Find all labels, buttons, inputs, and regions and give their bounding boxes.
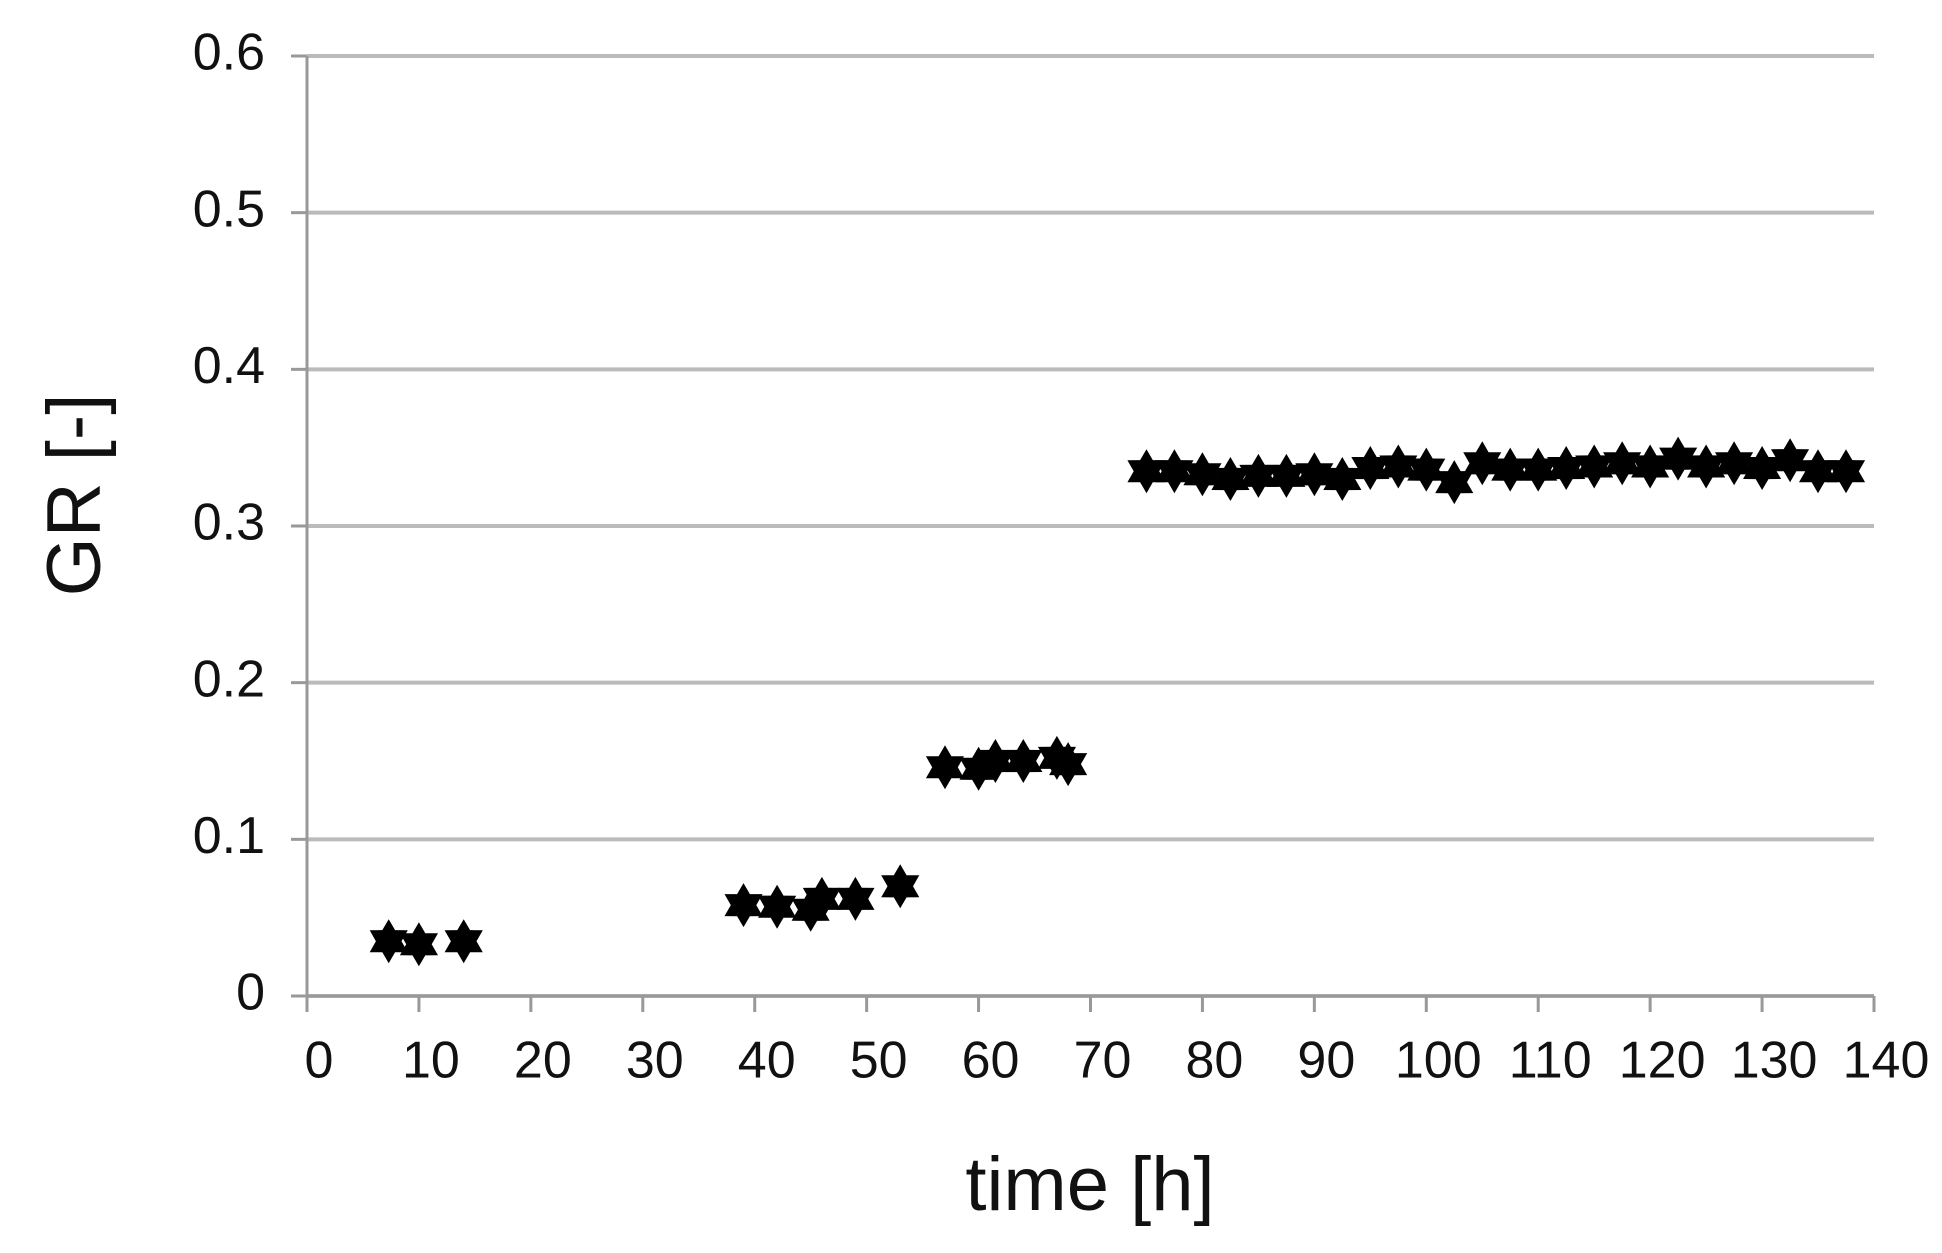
point	[444, 919, 483, 964]
y-tick-label: 0.2	[193, 650, 265, 708]
x-tick-label: 20	[514, 1032, 572, 1090]
point	[1463, 441, 1502, 486]
point	[836, 876, 875, 921]
point	[1827, 449, 1866, 494]
x-tick-label: 90	[1297, 1032, 1355, 1090]
y-tick-label: 0.3	[193, 494, 265, 552]
y-axis-title: GR [-]	[32, 394, 117, 597]
point	[1155, 449, 1194, 494]
point	[1659, 436, 1698, 481]
point	[724, 883, 763, 928]
x-tick-label: 0	[305, 1032, 334, 1090]
point	[802, 876, 841, 921]
y-tick-label: 0.6	[193, 24, 265, 82]
point	[1239, 453, 1278, 498]
point	[1743, 446, 1782, 490]
point	[1771, 438, 1810, 483]
point	[1407, 447, 1446, 492]
x-tick-label: 70	[1074, 1032, 1132, 1090]
point	[1603, 441, 1642, 486]
x-axis-title: time [h]	[965, 1142, 1214, 1227]
point	[1049, 742, 1088, 787]
x-tick-label: 80	[1186, 1032, 1244, 1090]
point	[1379, 444, 1418, 489]
point	[1631, 444, 1670, 489]
point	[1687, 444, 1726, 489]
point	[1435, 460, 1474, 505]
point	[1519, 447, 1558, 492]
x-tick-label: 120	[1619, 1032, 1706, 1090]
point	[1575, 444, 1614, 489]
point	[1267, 453, 1306, 498]
y-tick-label: 0	[236, 964, 265, 1022]
x-tick-label: 10	[402, 1032, 460, 1090]
x-tick-label: 50	[850, 1032, 908, 1090]
x-tick-label: 60	[962, 1032, 1020, 1090]
y-tick-label: 0.1	[193, 807, 265, 865]
point	[1351, 446, 1390, 490]
x-tick-label: 40	[738, 1032, 796, 1090]
point	[925, 745, 964, 790]
point	[1295, 452, 1334, 497]
point	[1715, 441, 1754, 486]
y-tick-label: 0.4	[193, 337, 265, 395]
point	[1127, 449, 1166, 494]
point	[758, 884, 797, 929]
point	[1323, 457, 1362, 501]
x-tick-label: 30	[626, 1032, 684, 1090]
point	[1183, 452, 1222, 497]
point	[1211, 457, 1250, 501]
x-tick-label: 130	[1731, 1032, 1818, 1090]
point	[369, 919, 408, 964]
y-tick-label: 0.5	[193, 180, 265, 238]
x-tick-label: 110	[1509, 1032, 1592, 1090]
point	[399, 922, 438, 967]
point	[1547, 446, 1586, 490]
x-tick-label: 100	[1395, 1032, 1482, 1090]
x-tick-label: 140	[1843, 1032, 1930, 1090]
point	[1004, 739, 1043, 783]
point	[881, 864, 920, 909]
